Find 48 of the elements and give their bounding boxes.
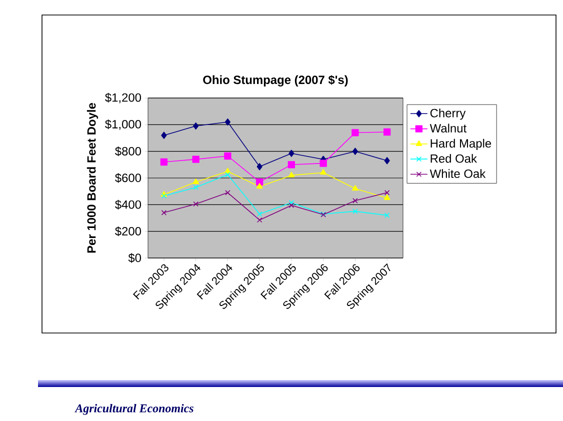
- y-tick-label: $200: [115, 226, 142, 236]
- point: [225, 172, 230, 178]
- point: [192, 178, 199, 184]
- point: [288, 150, 294, 157]
- point: [383, 128, 391, 136]
- legend-label: Red Oak: [430, 154, 477, 163]
- y-axis-title: Per 1000 Board Feet Doyle: [86, 103, 98, 253]
- text: Agricultural Economics: [74, 404, 194, 415]
- y-tick-label: $800: [115, 146, 142, 156]
- point: [352, 129, 359, 136]
- point: [160, 158, 168, 166]
- y-tick-label: $400: [115, 200, 142, 210]
- point: [352, 185, 358, 191]
- y-tick-label: $1,000: [105, 119, 142, 130]
- point: [352, 208, 358, 214]
- y-tick-label: $600: [115, 173, 142, 183]
- y-tick-label: $0: [128, 253, 142, 263]
- point: [192, 156, 200, 163]
- point: [288, 202, 294, 208]
- point: [161, 210, 167, 216]
- point: [256, 217, 262, 223]
- point: [352, 148, 358, 155]
- point: [384, 190, 390, 196]
- legend-label: White Oak: [430, 169, 486, 178]
- legend-label: Cherry: [430, 108, 466, 120]
- chart-title: Ohio Stumpage (2007 $'s): [203, 75, 348, 86]
- point: [384, 194, 390, 200]
- point: [161, 132, 167, 139]
- point: [384, 212, 390, 218]
- point: [193, 122, 199, 130]
- point: [193, 201, 198, 207]
- point: [224, 152, 232, 160]
- point: [320, 160, 327, 167]
- point: [288, 161, 296, 168]
- point: [256, 183, 263, 189]
- point: [256, 211, 262, 217]
- point: [352, 198, 358, 204]
- point: [224, 118, 230, 126]
- legend-label: Hard Maple: [430, 138, 492, 150]
- point: [320, 169, 326, 175]
- point: [288, 200, 294, 206]
- point: [288, 172, 295, 178]
- point: [225, 190, 230, 196]
- legend-label: Walnut: [430, 124, 466, 132]
- point: [384, 157, 390, 164]
- point: [193, 184, 198, 190]
- y-tick-label: $1,200: [105, 92, 142, 104]
- point: [256, 163, 262, 170]
